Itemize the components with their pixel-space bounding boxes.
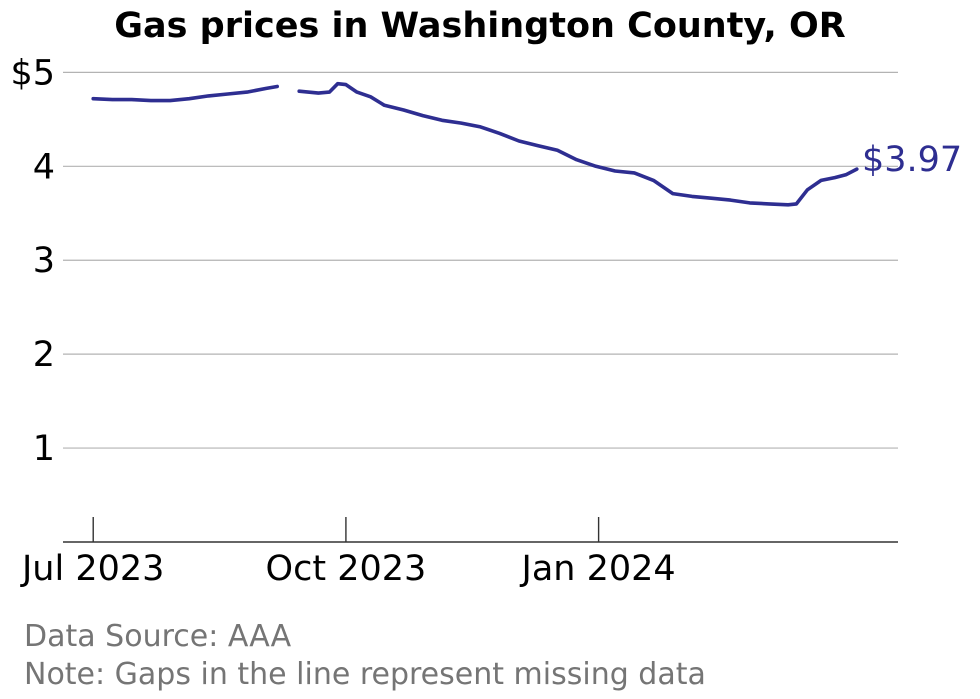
gridlines: [63, 71, 898, 449]
y-tick-label: 2: [33, 335, 55, 375]
x-axis-labels: Jul 2023 Oct 2023 Jan 2024: [20, 549, 676, 589]
line-segment: [91, 84, 280, 103]
y-axis-labels: 1 2 3 4 $5: [10, 53, 55, 469]
x-tick-label: Oct 2023: [266, 549, 427, 589]
x-tick-label: Jul 2023: [20, 549, 164, 589]
x-tick-label: Jan 2024: [520, 549, 676, 589]
end-value-label: $3.97: [862, 140, 962, 180]
line-segment: [297, 81, 859, 207]
chart-title: Gas prices in Washington County, OR: [114, 6, 845, 46]
y-tick-label: 3: [33, 241, 55, 281]
missing-data-note: Note: Gaps in the line represent missing…: [24, 657, 706, 692]
y-tick-label: 4: [33, 147, 55, 187]
y-tick-label: $5: [10, 53, 55, 93]
price-line: [91, 81, 859, 207]
x-axis: [63, 517, 898, 543]
data-source-note: Data Source: AAA: [24, 619, 292, 654]
y-tick-label: 1: [33, 429, 55, 469]
